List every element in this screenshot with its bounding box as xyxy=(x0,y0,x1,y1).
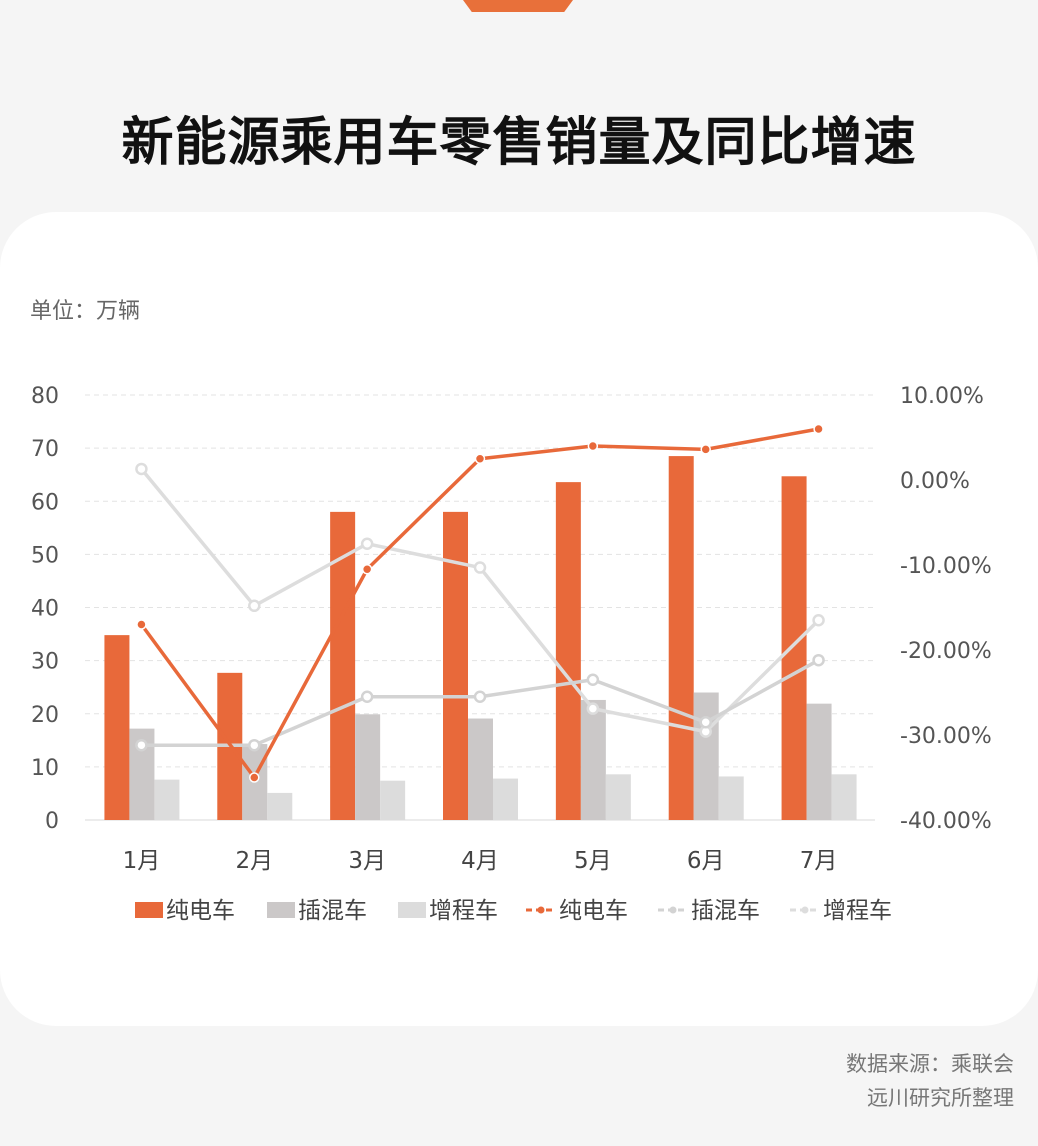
y-left-tick-label: 20 xyxy=(31,703,59,728)
legend-label: 增程车 xyxy=(823,898,892,924)
y-left-tick-label: 40 xyxy=(31,597,59,622)
legend-label: 插混车 xyxy=(298,898,367,924)
y-left-tick-label: 0 xyxy=(45,809,59,834)
legend-label: 增程车 xyxy=(429,898,498,924)
bar-phev xyxy=(468,718,493,820)
source-line-1: 数据来源：乘联会 xyxy=(846,1052,1014,1076)
x-tick-label: 7月 xyxy=(800,848,838,874)
point-phev xyxy=(135,738,148,752)
y-right-tick-label: -10.00% xyxy=(900,554,992,579)
point-erev xyxy=(586,702,600,715)
legend-label: 插混车 xyxy=(691,898,760,924)
point-bev xyxy=(474,453,486,464)
bar-erev xyxy=(154,779,180,820)
bar-phev xyxy=(580,699,606,820)
bar-phev xyxy=(355,714,381,820)
x-tick-label: 6月 xyxy=(687,848,725,874)
top-tab-decoration xyxy=(463,0,573,12)
point-bev xyxy=(813,423,824,435)
bar-phev xyxy=(806,703,832,820)
legend-label: 纯电车 xyxy=(559,898,628,924)
point-bev xyxy=(587,440,599,452)
y-right-tick-label: 0.00% xyxy=(900,469,970,494)
legend-swatch xyxy=(135,902,163,918)
bar-erev xyxy=(605,774,631,820)
point-bev xyxy=(136,619,147,630)
point-phev xyxy=(473,690,487,703)
x-tick-label: 4月 xyxy=(461,848,499,874)
x-tick-label: 2月 xyxy=(235,848,273,874)
point-phev xyxy=(812,653,825,667)
bar-bev xyxy=(443,511,468,820)
chart-title: 新能源乘用车零售销量及同比增速 xyxy=(121,113,917,173)
x-tick-label: 5月 xyxy=(574,848,612,874)
point-erev xyxy=(360,537,374,550)
legend-marker xyxy=(801,906,809,914)
y-right-tick-label: -20.00% xyxy=(900,639,992,664)
source-line-2: 远川研究所整理 xyxy=(867,1086,1014,1110)
y-left-tick-label: 50 xyxy=(31,543,59,568)
y-left-tick-label: 10 xyxy=(31,756,59,781)
point-erev xyxy=(812,614,825,627)
y-left-tick-label: 60 xyxy=(31,490,59,515)
x-tick-label: 1月 xyxy=(123,848,161,874)
y-left-tick-label: 70 xyxy=(31,437,59,462)
point-phev xyxy=(699,716,712,729)
y-left-tick-label: 80 xyxy=(31,384,59,409)
bar-erev xyxy=(718,776,744,820)
legend-label: 纯电车 xyxy=(166,898,235,924)
point-erev xyxy=(248,599,261,613)
x-tick-label: 3月 xyxy=(348,848,386,874)
unit-label: 单位：万辆 xyxy=(30,299,141,324)
bar-bev xyxy=(104,635,130,820)
y-left-tick-label: 30 xyxy=(31,650,59,675)
bar-erev xyxy=(267,792,293,820)
point-phev xyxy=(360,690,374,703)
legend-swatch xyxy=(267,902,295,918)
bar-phev xyxy=(693,692,719,820)
legend-marker xyxy=(669,906,677,914)
legend-marker xyxy=(537,906,545,914)
source-note: 数据来源：乘联会 远川研究所整理 xyxy=(846,1047,1014,1115)
y-right-tick-label: -30.00% xyxy=(900,724,992,749)
bar-bev xyxy=(668,456,694,820)
point-bev xyxy=(700,444,711,455)
y-right-tick-label: -40.00% xyxy=(900,809,992,834)
point-erev xyxy=(473,561,487,574)
bar-bev xyxy=(555,482,581,820)
bar-erev xyxy=(380,780,406,820)
point-bev xyxy=(361,564,373,575)
point-erev xyxy=(135,462,148,476)
point-phev xyxy=(586,673,600,686)
y-right-tick-label: 10.00% xyxy=(900,384,984,409)
bar-bev xyxy=(781,476,807,820)
bar-erev xyxy=(493,778,518,820)
point-bev xyxy=(249,772,260,783)
point-phev xyxy=(248,738,261,752)
bar-erev xyxy=(831,774,857,820)
legend-swatch xyxy=(398,902,426,918)
